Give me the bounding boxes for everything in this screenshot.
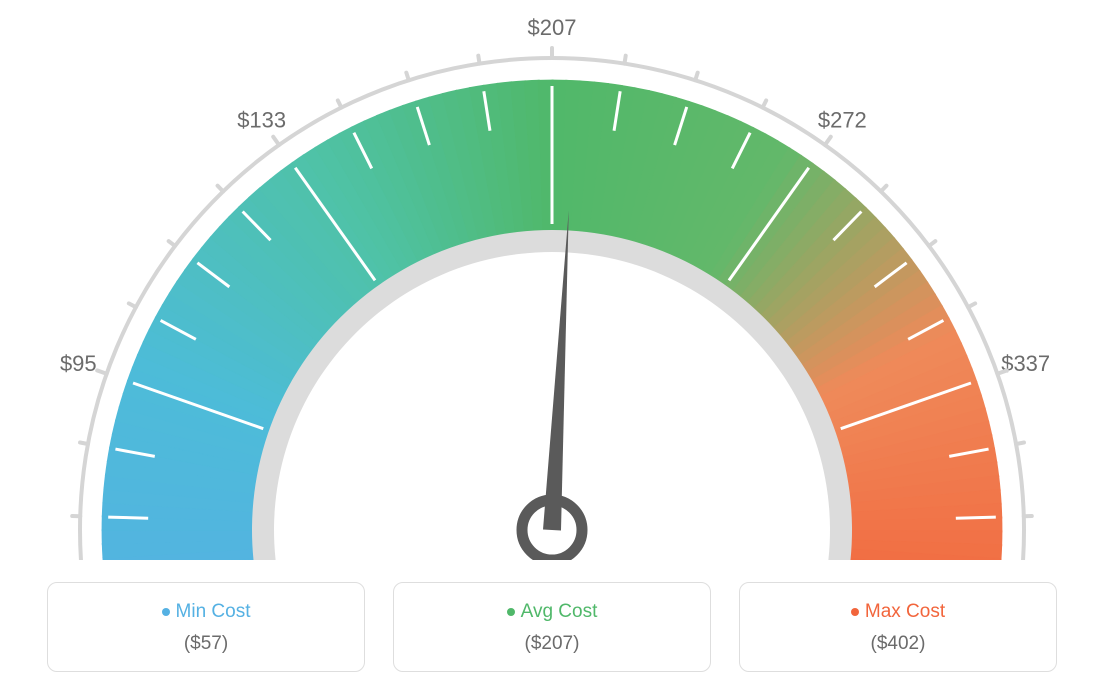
legend-text-min: Min Cost <box>176 601 251 622</box>
legend-value-min: ($57) <box>58 633 354 655</box>
legend-card-min: Min Cost ($57) <box>47 582 365 672</box>
legend-text-avg: Avg Cost <box>521 601 598 622</box>
legend-card-max: Max Cost ($402) <box>739 582 1057 672</box>
legend-label-min: Min Cost <box>58 601 354 623</box>
cost-gauge: $57$95$133$207$272$337$402 <box>0 0 1104 560</box>
legend-card-avg: Avg Cost ($207) <box>393 582 711 672</box>
legend-dot-max <box>851 608 859 616</box>
legend-text-max: Max Cost <box>865 601 945 622</box>
legend-dot-avg <box>507 608 515 616</box>
legend-dot-min <box>162 608 170 616</box>
svg-text:$272: $272 <box>818 107 867 132</box>
legend-label-max: Max Cost <box>750 601 1046 623</box>
svg-text:$133: $133 <box>237 107 286 132</box>
svg-text:$95: $95 <box>60 351 97 376</box>
legend-row: Min Cost ($57) Avg Cost ($207) Max Cost … <box>0 582 1104 672</box>
legend-value-max: ($402) <box>750 633 1046 655</box>
svg-text:$337: $337 <box>1001 351 1050 376</box>
legend-label-avg: Avg Cost <box>404 601 700 623</box>
svg-text:$207: $207 <box>528 15 577 40</box>
legend-value-avg: ($207) <box>404 633 700 655</box>
gauge-svg: $57$95$133$207$272$337$402 <box>0 0 1104 560</box>
